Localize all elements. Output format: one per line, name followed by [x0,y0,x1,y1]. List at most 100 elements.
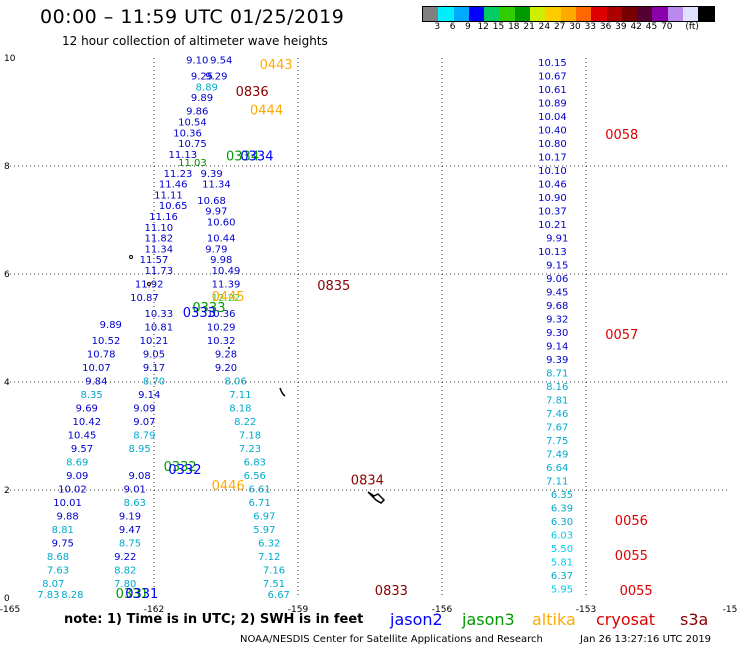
colorbar-tick-label: 3 [434,22,441,32]
wave-height-label: 10.46 [538,180,567,191]
track-time-label: 0058 [605,128,638,143]
wave-height-label: 10.45 [68,431,97,442]
wave-height-label: 9.69 [76,404,98,415]
wave-height-label: 6.83 [244,458,266,469]
wave-height-label: 8.75 [119,539,141,550]
wave-height-label: 11.16 [149,212,178,223]
colorbar-swatch [667,7,684,21]
wave-height-label: 10.90 [538,193,567,204]
wave-height-label: 9.09 [66,471,88,482]
track-time-label: 0332 [168,463,201,478]
wave-height-label: 10.15 [538,58,567,69]
wave-height-label: 9.79 [205,244,227,255]
legend-entry-jason2: jason2 [390,610,443,629]
wave-height-label: 7.81 [546,396,568,407]
colorbar-swatch [438,7,454,21]
y-axis-tick-label: 2 [4,486,10,496]
wave-height-label: 9.68 [546,301,568,312]
colorbar-tick-label: 70 [661,22,673,32]
island-outline [129,255,133,259]
colorbar-tick-label: 15 [492,22,505,32]
colorbar [422,6,715,22]
wave-height-label: 8.07 [42,579,64,590]
track-time-label: 0833 [375,584,408,599]
colorbar-tick-label: 27 [553,22,566,32]
colorbar-swatch [591,7,607,21]
wave-height-label: 6.67 [268,590,290,601]
wave-height-label: 9.39 [546,355,568,366]
wave-height-label: 7.80 [114,579,136,590]
wave-height-label: 8.79 [133,431,155,442]
wave-height-label: 5.95 [551,585,573,596]
wave-height-label: 9.88 [56,512,78,523]
wave-height-label: 5.97 [253,525,275,536]
x-axis-tick-label: -156 [432,605,453,615]
map-subtitle: 12 hour collection of altimeter wave hei… [62,34,328,48]
wave-height-label: 6.35 [551,490,573,501]
track-time-label: 0332 [164,460,197,475]
legend-entry-cryosat: cryosat [596,610,656,629]
legend-entry-s3a: s3a [680,610,709,629]
colorbar-swatch [530,7,546,21]
wave-height-label: 9.17 [143,363,165,374]
track-time-label: 0446 [212,479,245,494]
wave-height-label: 7.51 [263,579,285,590]
wave-height-label: 9.47 [119,525,141,536]
colorbar-swatch [484,7,500,21]
wave-height-label: 9.98 [210,255,232,266]
x-axis-tick-label: -165 [0,605,20,615]
colorbar-swatch [560,7,576,21]
colorbar-swatch [545,7,561,21]
track-time-label: 0333 [183,306,216,321]
wave-height-label: 10.78 [87,350,116,361]
wave-height-label: 10.01 [53,498,82,509]
wave-height-label: 10.87 [130,293,159,304]
island-outline [279,387,286,397]
wave-height-label: 9.86 [186,107,208,118]
colorbar-ticks: 3 6 9 12 15 18 21 24 27 30 33 36 39 42 45 70 (ft) [422,22,740,34]
wave-height-label: 7.12 [258,552,280,563]
wave-height-label: 11.03 [178,158,207,169]
wave-height-label: 11.39 [212,280,241,291]
wave-height-label: 9.75 [52,539,74,550]
track-time-label: 0333 [192,301,225,316]
wave-height-label: 10.13 [538,247,567,258]
wave-height-label: 11.46 [159,180,188,191]
colorbar-tick-label: 42 [630,22,642,32]
y-axis-tick-label: 8 [4,162,10,172]
wave-height-label: 9.08 [128,471,150,482]
wave-height-label: 10.33 [144,309,173,320]
colorbar-tick-label: 33 [584,22,597,32]
wave-height-label: 6.56 [244,471,266,482]
y-axis-tick-label: 6 [4,270,10,280]
track-time-label: 0445 [212,290,245,305]
wave-height-label: 8.06 [224,377,246,388]
wave-height-label: 9.09 [133,404,155,415]
colorbar-swatch [514,7,531,21]
wave-height-label: 9.89 [100,320,122,331]
colorbar-swatch [637,7,653,21]
track-time-label: 0331 [116,587,149,602]
island-outline [367,491,386,504]
wave-height-label: 9.10 [186,55,208,66]
wave-height-label: 6.30 [551,517,573,528]
wave-height-label: 10.52 [92,336,121,347]
footer-credit: NOAA/NESDIS Center for Satellite Applica… [240,634,543,645]
track-time-label: 0834 [351,474,384,489]
wave-height-label: 9.97 [205,207,227,218]
wave-height-label: 9.14 [546,342,568,353]
track-time-label: 0836 [236,85,269,100]
wave-height-label: 6.64 [546,463,568,474]
wave-height-label: 9.28 [215,350,237,361]
island-outline [147,282,151,286]
track-time-label: 0056 [615,514,648,529]
wave-height-label: 10.02 [58,485,87,496]
wave-height-label: 10.49 [212,266,241,277]
wave-height-label: 8.35 [80,390,102,401]
wave-height-label: 10.07 [82,363,111,374]
wave-height-label: 8.63 [124,498,146,509]
wave-height-label: 11.82 [144,234,173,245]
wave-height-label: 7.49 [546,450,568,461]
wave-height-label: 10.21 [140,336,169,347]
wave-height-label: 9.15 [546,261,568,272]
